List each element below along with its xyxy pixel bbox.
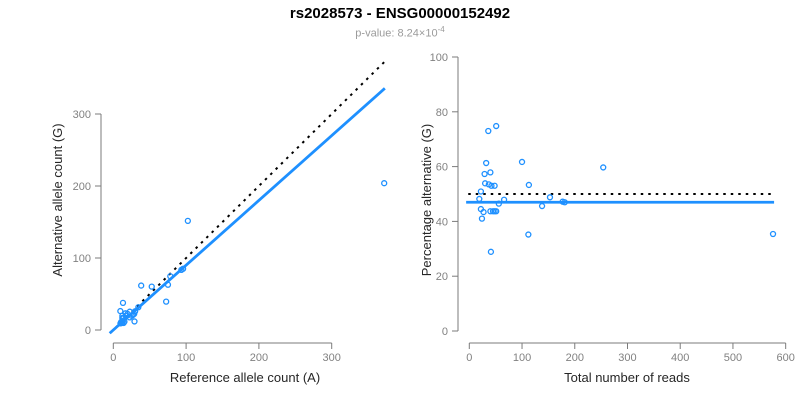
figure-subtitle: p-value: 8.24×10-4 bbox=[0, 25, 800, 40]
y-tick-label: 200 bbox=[73, 181, 91, 193]
y-tick-label: 0 bbox=[85, 325, 91, 337]
x-tick-label: 300 bbox=[323, 352, 341, 364]
data-point bbox=[120, 319, 127, 327]
identity-line bbox=[109, 59, 388, 334]
x-tick-label: 100 bbox=[177, 352, 195, 364]
data-point bbox=[495, 200, 502, 207]
pvalue-label: p-value: bbox=[355, 27, 398, 40]
figure-title: rs2028573 - ENSG00000152492 bbox=[289, 5, 511, 22]
data-point bbox=[135, 304, 142, 311]
data-point bbox=[131, 318, 138, 325]
data-point bbox=[483, 159, 490, 167]
data-point bbox=[525, 231, 532, 238]
x-tick-label: 100 bbox=[513, 352, 531, 364]
data-point bbox=[487, 208, 494, 215]
x-tick-label: 200 bbox=[566, 352, 584, 364]
data-point bbox=[478, 215, 486, 222]
y-tick-label: 60 bbox=[436, 162, 448, 174]
data-point bbox=[538, 202, 546, 210]
regression-line bbox=[108, 87, 386, 335]
data-point bbox=[488, 182, 495, 189]
y-axis-title: Percentage alternative (G) bbox=[419, 124, 434, 276]
data-point bbox=[493, 122, 500, 130]
data-point bbox=[131, 308, 139, 315]
x-tick-label: 500 bbox=[724, 352, 742, 364]
data-point bbox=[518, 158, 526, 166]
data-point bbox=[491, 182, 498, 189]
data-point bbox=[487, 169, 494, 176]
x-axis-title: Total number of reads bbox=[564, 370, 690, 385]
data-point bbox=[481, 170, 488, 178]
data-point bbox=[184, 217, 191, 224]
data-point bbox=[485, 127, 492, 135]
x-tick-label: 600 bbox=[777, 352, 795, 364]
data-point bbox=[476, 195, 483, 203]
x-tick-label: 300 bbox=[618, 352, 636, 364]
y-tick-label: 80 bbox=[436, 107, 448, 119]
y-tick-label: 100 bbox=[430, 52, 448, 64]
data-point bbox=[138, 282, 145, 289]
data-point bbox=[481, 180, 489, 187]
data-point bbox=[546, 194, 554, 201]
data-point bbox=[148, 283, 155, 290]
data-point bbox=[480, 208, 487, 216]
data-point bbox=[119, 299, 127, 307]
data-point bbox=[167, 273, 174, 280]
x-tick-label: 400 bbox=[671, 352, 689, 364]
y-tick-label: 40 bbox=[436, 216, 448, 228]
x-axis-title: Reference allele count (A) bbox=[170, 370, 320, 385]
data-point bbox=[500, 196, 508, 203]
data-point bbox=[561, 199, 568, 206]
pvalue-exponent: -4 bbox=[437, 25, 445, 34]
x-tick-label: 200 bbox=[250, 352, 268, 364]
data-point bbox=[525, 181, 533, 189]
data-point bbox=[600, 164, 607, 171]
data-point bbox=[769, 230, 777, 238]
data-point bbox=[163, 298, 170, 305]
y-tick-label: 20 bbox=[436, 271, 448, 283]
pvalue-mantissa: 8.24×10 bbox=[397, 27, 438, 40]
x-tick-label: 0 bbox=[466, 352, 472, 364]
y-tick-label: 0 bbox=[442, 326, 448, 338]
data-point bbox=[179, 265, 187, 272]
percentage-vs-reads-plot: 0 20 40 60 80 100 0 100 200 300 400 500 600 Total num… bbox=[419, 52, 795, 385]
data-point bbox=[493, 208, 500, 215]
data-point bbox=[487, 248, 495, 255]
data-point bbox=[381, 180, 388, 187]
y-tick-label: 300 bbox=[73, 109, 91, 121]
data-point bbox=[164, 281, 172, 288]
y-tick-label: 100 bbox=[73, 253, 91, 265]
data-point bbox=[477, 188, 485, 195]
y-axis-title: Alternative allele count (G) bbox=[50, 123, 65, 276]
x-tick-label: 0 bbox=[110, 352, 116, 364]
